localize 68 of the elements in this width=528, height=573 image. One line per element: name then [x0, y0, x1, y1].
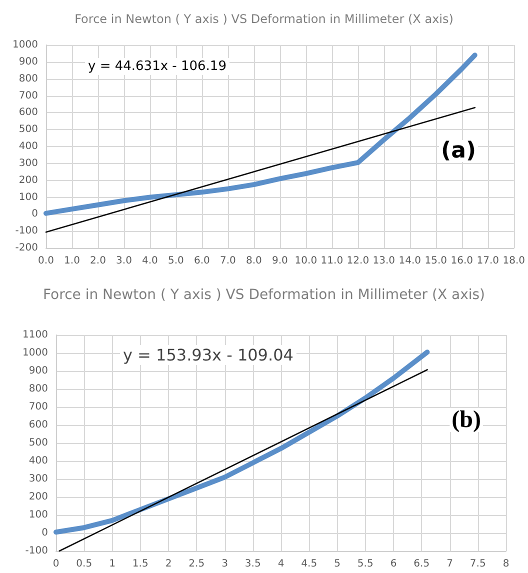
y-tick-label: 300	[28, 474, 48, 484]
x-tick-label: 3.5	[244, 558, 261, 570]
x-tick-label: 2.5	[188, 558, 205, 570]
x-tick-label: 1	[109, 558, 116, 570]
y-tick-label: 600	[18, 107, 38, 118]
x-tick-label: 5	[334, 558, 340, 570]
y-tick-label: 100	[18, 192, 38, 203]
annotation: y = 44.631x - 106.19	[88, 59, 226, 74]
y-tick-label: 400	[28, 456, 48, 466]
y-tick-label: 0	[32, 208, 38, 220]
y-tick-label: 1000	[22, 348, 48, 358]
y-tick-label: 300	[18, 158, 38, 169]
x-tick-label: 1.0	[64, 256, 80, 266]
annotation: (b)	[452, 407, 482, 433]
x-tick-label: 18.0	[502, 256, 525, 266]
y-tick-label: 100	[28, 510, 48, 520]
x-tick-label: 12.0	[346, 256, 370, 266]
y-tick-label: 700	[18, 90, 38, 102]
x-tick-label: 5.0	[168, 256, 184, 266]
y-tick-label: 800	[28, 384, 48, 394]
y-tick-label: 200	[18, 174, 38, 186]
x-tick-label: 3.0	[116, 256, 132, 266]
x-tick-label: 13.0	[372, 256, 396, 266]
y-tick-label: 900	[18, 56, 38, 68]
y-tick-label: 500	[28, 438, 48, 448]
x-tick-label: 7.0	[220, 256, 236, 266]
x-tick-label: 15.0	[424, 256, 448, 266]
x-tick-label: 11.0	[320, 256, 344, 266]
y-tick-label: 600	[28, 420, 48, 430]
x-tick-label: 8	[502, 558, 510, 570]
y-tick-label: -200	[15, 242, 38, 254]
annotation: (a)	[441, 138, 476, 164]
y-tick-label: 700	[28, 402, 48, 412]
x-tick-label: 0.5	[76, 558, 92, 570]
y-tick-label: 1100	[22, 330, 48, 340]
x-tick-label: 17.0	[476, 256, 500, 266]
chart-title: Force in Newton ( Y axis ) VS Deformation in Millimeter (X axis)	[74, 12, 454, 26]
x-tick-label: 10.0	[294, 256, 318, 266]
x-tick-label: 5.5	[357, 558, 374, 570]
x-tick-label: 3	[222, 558, 228, 570]
y-tick-label: 800	[18, 73, 38, 84]
y-tick-label: -100	[15, 226, 38, 237]
x-tick-label: 0.0	[38, 256, 54, 266]
x-tick-label: 2	[165, 558, 172, 570]
x-tick-label: 16.0	[450, 256, 474, 266]
x-tick-label: 7.5	[470, 558, 486, 570]
x-tick-label: 0	[52, 558, 60, 570]
y-tick-label: 1000	[12, 40, 38, 50]
y-tick-label: 500	[18, 124, 38, 136]
x-tick-label: 6	[390, 558, 397, 570]
y-tick-label: 200	[28, 492, 48, 502]
chart-title: Force in Newton ( Y axis ) VS Deformation in Millimeter (X axis)	[43, 287, 485, 303]
annotation: y = 153.93x - 109.04	[123, 346, 294, 364]
y-tick-label: -100	[25, 546, 48, 556]
x-tick-label: 1.5	[132, 558, 148, 570]
x-tick-label: 4.5	[301, 558, 318, 570]
x-tick-label: 4.0	[142, 256, 158, 266]
y-tick-label: 0	[42, 528, 48, 538]
x-tick-label: 14.0	[398, 256, 422, 266]
x-tick-label: 6.5	[414, 558, 430, 570]
x-tick-label: 9.0	[272, 256, 288, 266]
x-tick-label: 2.0	[90, 256, 106, 266]
y-tick-label: 900	[28, 366, 48, 376]
y-tick-label: 400	[18, 141, 38, 152]
x-tick-label: 6.0	[194, 256, 210, 266]
x-tick-label: 8.0	[246, 256, 262, 266]
x-tick-label: 7	[446, 558, 453, 570]
x-tick-label: 4	[278, 558, 284, 570]
